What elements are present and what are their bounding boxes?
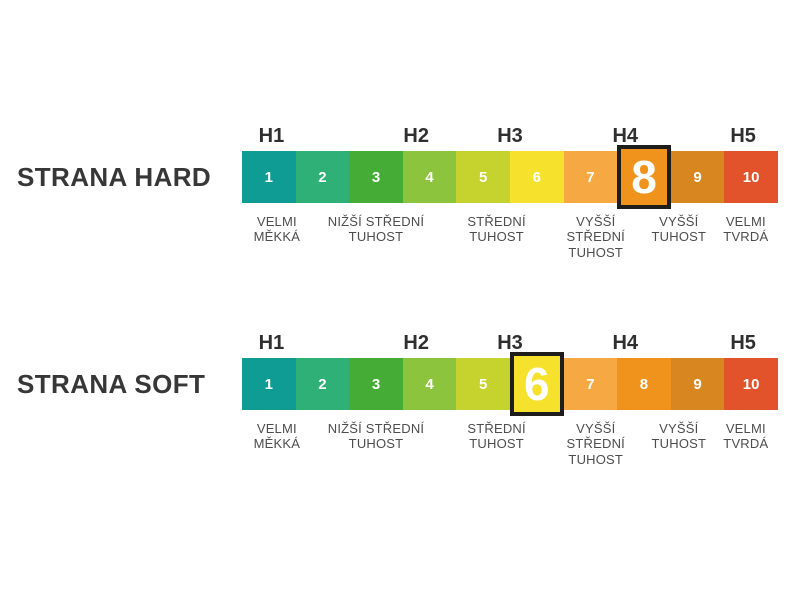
cell-number: 2 <box>318 375 327 393</box>
cell-number: 6 <box>532 168 541 186</box>
h3-label: H3 <box>497 332 523 354</box>
cell-number: 7 <box>586 168 595 186</box>
selected-value-marker-hard: 8 <box>617 145 671 209</box>
scale-cell-5: 5 <box>456 151 510 203</box>
section-title-soft: STRANA SOFT <box>17 368 206 399</box>
scale-cell-7: 7 <box>563 151 618 203</box>
scale-soft: H1 H2 H3 H4 H5 1 2 3 4 5 6 7 8 9 10 6 <box>242 332 778 481</box>
scale-cell-8: 8 <box>617 358 671 410</box>
scale-cell-9: 9 <box>670 151 725 203</box>
h4-label: H4 <box>612 125 639 147</box>
cell-number: 10 <box>742 168 760 186</box>
h2-label: H2 <box>403 125 429 147</box>
cell-number: 1 <box>264 168 273 186</box>
firmness-bar-hard: 1 2 3 4 5 6 7 8 9 10 8 <box>242 145 778 209</box>
selected-value-number-soft: 6 <box>524 358 550 410</box>
h1-label: H1 <box>258 125 285 147</box>
scale-cell-4: 4 <box>402 358 457 410</box>
category-label-nizsi-stredni-tuhost: NIŽŠÍ STŘEDNÍ TUHOST <box>327 421 425 452</box>
category-label-row-soft: VELMI MĚKKÁ NIŽŠÍ STŘEDNÍ TUHOST STŘEDNÍ… <box>242 421 778 481</box>
hardness-class-row-soft: H1 H2 H3 H4 H5 <box>242 332 778 358</box>
cell-number: 5 <box>479 168 488 186</box>
scale-cell-2: 2 <box>295 358 350 410</box>
selected-value-marker-soft: 6 <box>510 352 564 416</box>
scale-cell-10: 10 <box>724 151 778 203</box>
category-label-vyssi-tuhost: VYŠŠÍ TUHOST <box>651 421 707 452</box>
cell-number: 4 <box>425 375 434 393</box>
category-label-nizsi-stredni-tuhost: NIŽŠÍ STŘEDNÍ TUHOST <box>327 214 425 245</box>
firmness-bar-soft: 1 2 3 4 5 6 7 8 9 10 6 <box>242 352 778 416</box>
scale-cell-4: 4 <box>402 151 457 203</box>
scale-hard: H1 H2 H3 H4 H5 1 2 3 4 5 6 7 8 9 10 8 <box>242 125 778 274</box>
category-label-velmi-tvrda: VELMI TVRDÁ <box>723 421 769 452</box>
scale-cell-7: 7 <box>563 358 618 410</box>
category-label-stredni-tuhost: STŘEDNÍ TUHOST <box>467 421 526 452</box>
selected-value-number-hard: 8 <box>631 151 657 203</box>
category-label-vyssi-stredni-tuhost: VYŠŠÍ STŘEDNÍ TUHOST <box>566 214 625 260</box>
category-label-velmi-mekka: VELMI MĚKKÁ <box>253 214 301 245</box>
h1-label: H1 <box>258 332 285 354</box>
category-label-stredni-tuhost: STŘEDNÍ TUHOST <box>467 214 526 245</box>
cell-number: 4 <box>425 168 434 186</box>
section-title-hard: STRANA HARD <box>17 161 212 192</box>
cell-number: 7 <box>586 375 595 393</box>
cell-number: 3 <box>371 168 381 186</box>
category-label-vyssi-stredni-tuhost: VYŠŠÍ STŘEDNÍ TUHOST <box>566 421 625 467</box>
section-strana-soft: STRANA SOFT H1 H2 H3 H4 H5 1 2 3 4 5 6 7… <box>0 332 800 484</box>
cell-number: 8 <box>639 375 649 393</box>
category-label-velmi-mekka: VELMI MĚKKÁ <box>253 421 301 452</box>
cell-number: 9 <box>693 375 702 393</box>
scale-cell-1: 1 <box>242 358 296 410</box>
scale-cell-2: 2 <box>295 151 350 203</box>
scale-cell-6: 6 <box>509 151 564 203</box>
h5-label: H5 <box>730 125 756 147</box>
cell-number: 1 <box>264 375 273 393</box>
h4-label: H4 <box>612 332 639 354</box>
cell-number: 10 <box>742 375 760 393</box>
scale-cell-5: 5 <box>456 358 510 410</box>
scale-cell-9: 9 <box>670 358 725 410</box>
category-label-row-hard: VELMI MĚKKÁ NIŽŠÍ STŘEDNÍ TUHOST STŘEDNÍ… <box>242 214 778 274</box>
scale-cell-3: 3 <box>349 358 403 410</box>
hardness-class-row-hard: H1 H2 H3 H4 H5 <box>242 125 778 151</box>
cell-number: 5 <box>479 375 488 393</box>
scale-cell-1: 1 <box>242 151 296 203</box>
h3-label: H3 <box>497 125 523 147</box>
category-label-velmi-tvrda: VELMI TVRDÁ <box>723 214 769 245</box>
cell-number: 9 <box>693 168 702 186</box>
cell-number: 3 <box>371 375 381 393</box>
scale-cell-3: 3 <box>349 151 403 203</box>
cell-number: 2 <box>318 168 327 186</box>
category-label-vyssi-tuhost: VYŠŠÍ TUHOST <box>651 214 707 245</box>
h2-label: H2 <box>403 332 429 354</box>
h5-label: H5 <box>730 332 756 354</box>
section-strana-hard: STRANA HARD H1 H2 H3 H4 H5 1 2 3 4 5 6 7… <box>0 125 800 277</box>
scale-cell-10: 10 <box>724 358 778 410</box>
